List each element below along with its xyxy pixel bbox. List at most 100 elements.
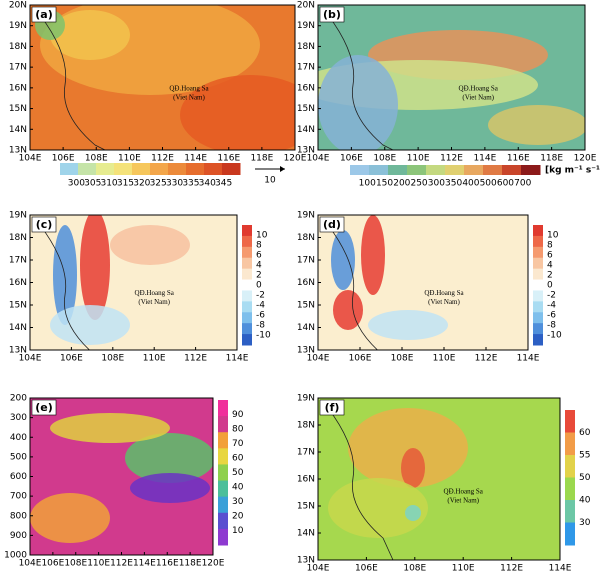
colorbar-swatch: [533, 268, 543, 281]
colorbar-label: 60: [232, 454, 244, 464]
label-box: [319, 216, 345, 233]
panel: (b) 104E 106E 108E 110E 112E 114E 116E 118E 120E 1…: [297, 1, 600, 189]
x-tick-label: 118E: [179, 559, 202, 569]
field-blob: [401, 448, 425, 488]
y-tick-label: 15N: [297, 104, 315, 114]
field-blob: [110, 225, 190, 265]
place-annotation: QĐ.Hoang Sa: [135, 289, 175, 297]
colorbar-swatch: [407, 165, 427, 175]
colorbar-label: 345: [215, 179, 232, 189]
colorbar-swatch: [388, 165, 408, 175]
x-tick-label: 110E: [433, 354, 456, 364]
x-tick-label: 108E: [64, 559, 87, 569]
colorbar-label: -6: [547, 311, 556, 321]
x-tick-label: 106E: [41, 559, 64, 569]
y-tick-label: 16N: [9, 83, 27, 93]
colorbar-label: 330: [166, 179, 183, 189]
colorbar-swatch: [218, 432, 228, 449]
x-tick-label: 108E: [403, 564, 426, 574]
colorbar-label: 335: [182, 179, 199, 189]
colorbar-label: 400: [462, 179, 479, 189]
x-tick-label: 112E: [475, 354, 498, 364]
colorbar-label: 0: [547, 281, 553, 291]
colorbar-swatch: [242, 334, 252, 346]
y-tick-label: 400: [10, 433, 27, 443]
colorbar-swatch: [218, 512, 228, 530]
colorbar-label: 60: [579, 428, 591, 438]
x-tick-label: 110E: [87, 559, 110, 569]
colorbar-swatch: [502, 165, 522, 175]
field-blob: [30, 493, 110, 543]
y-tick-label: 17N: [297, 256, 315, 266]
x-tick-label: 106E: [349, 354, 372, 364]
colorbar-swatch: [132, 163, 151, 175]
panel: (d) 104E 106E 108E 110E 112E 114E 13N 14N 15N 16N 1…: [297, 211, 562, 364]
x-tick-label: 106E: [52, 154, 75, 164]
field-blob: [368, 310, 448, 340]
label-box: [31, 216, 57, 233]
colorbar-label: 10: [547, 231, 559, 241]
place-annotation: QĐ.Hoang Sa: [169, 85, 209, 93]
colorbar-label: 300: [428, 179, 445, 189]
y-tick-label: 18N: [297, 233, 315, 243]
colorbar-swatch: [242, 312, 252, 324]
colorbar-label: 2: [547, 271, 553, 281]
x-tick-label: 108E: [391, 354, 414, 364]
colorbar-swatch: [565, 500, 575, 523]
colorbar-swatch: [565, 455, 575, 478]
field-blob: [80, 215, 110, 320]
colorbar-label: 305: [84, 179, 101, 189]
y-tick-label: 16N: [297, 278, 315, 288]
colorbar-swatch: [533, 279, 543, 291]
colorbar-label: 700: [514, 179, 531, 189]
colorbar-swatch: [242, 257, 252, 270]
colorbar-label: 250: [410, 179, 427, 189]
panel-label: (c): [36, 218, 53, 231]
place-annotation: (Viet Nam): [447, 497, 479, 505]
colorbar-swatch: [218, 416, 228, 433]
y-tick-label: 500: [10, 452, 27, 462]
panel: (e) 104E 106E 108E 110E 112E 114E 116E 118E 120E 2…: [4, 394, 244, 569]
map-field: [318, 14, 585, 150]
x-tick-label: 112E: [151, 154, 174, 164]
colorbar-swatch: [218, 448, 228, 465]
colorbar-swatch: [60, 163, 79, 175]
x-tick-label: 110E: [118, 154, 141, 164]
x-tick-label: 106E: [60, 354, 83, 364]
colorbar-label: 100: [359, 179, 376, 189]
y-tick-label: 19N: [9, 211, 27, 221]
map-field: [327, 407, 468, 560]
y-tick-label: 20N: [297, 1, 315, 11]
colorbar-label: -2: [547, 291, 556, 301]
x-tick-label: 114E: [549, 564, 572, 574]
y-tick-label: 17N: [9, 256, 27, 266]
colorbar-unit: [kg m⁻¹ s⁻¹]: [545, 166, 600, 176]
colorbar-swatch: [483, 165, 503, 175]
colorbar-label: 320: [133, 179, 150, 189]
field-blob: [50, 10, 130, 60]
colorbar-swatch: [565, 522, 575, 546]
colorbar-swatch: [242, 246, 252, 259]
map-field: [327, 215, 448, 350]
colorbar-label: -4: [256, 301, 265, 311]
field-blob: [348, 408, 468, 488]
x-tick-label: 120E: [574, 154, 597, 164]
colorbar-label: 4: [547, 261, 553, 271]
x-tick-label: 104E: [307, 154, 330, 164]
colorbar-swatch: [218, 528, 228, 546]
field-blob: [50, 305, 130, 345]
colorbar-label: 10: [232, 526, 244, 536]
x-tick-label: 106E: [340, 154, 363, 164]
colorbar-swatch: [445, 165, 465, 175]
coastline: [39, 14, 106, 150]
y-tick-label: 200: [10, 394, 27, 404]
y-tick-label: 17N: [9, 63, 27, 73]
x-tick-label: 108E: [373, 154, 396, 164]
colorbar-label: -10: [547, 331, 562, 341]
colorbar-label: 20: [232, 512, 244, 522]
x-tick-label: 112E: [500, 564, 523, 574]
field-blob: [405, 505, 421, 521]
panel-label: (b): [323, 8, 341, 21]
field-blob: [125, 433, 213, 483]
colorbar-label: 310: [100, 179, 117, 189]
